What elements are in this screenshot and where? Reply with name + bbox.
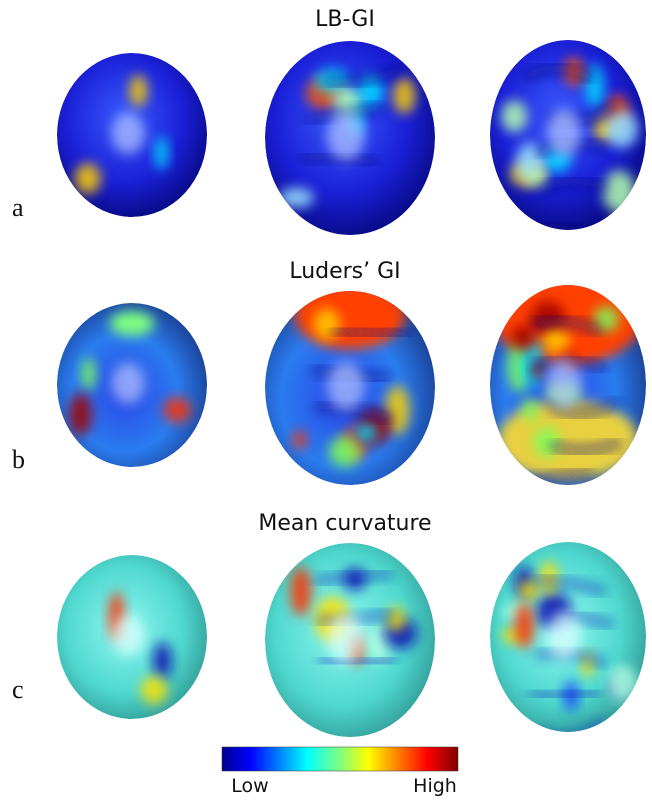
surface <box>490 542 646 770</box>
surface-patch <box>603 170 636 213</box>
surface-fold <box>544 525 614 539</box>
row-title: Luders’ GI <box>289 259 400 284</box>
surface-patch <box>501 100 527 132</box>
surface-highlight <box>327 614 364 663</box>
surface-fold <box>529 692 599 696</box>
surface <box>265 41 435 235</box>
surface <box>265 543 435 737</box>
surface-patch <box>355 423 378 442</box>
surface-patch <box>279 187 314 207</box>
colorbar <box>222 747 458 771</box>
surface-patch <box>290 567 311 616</box>
surface-patch <box>155 136 169 170</box>
surface-fold <box>319 659 396 662</box>
surface-patch <box>129 75 147 107</box>
row-label: c <box>12 675 24 704</box>
surface-fold <box>525 253 595 268</box>
surface-fold <box>528 227 598 238</box>
surface-highlight <box>112 363 145 404</box>
surface-patch <box>69 393 92 436</box>
row-label: a <box>12 193 24 222</box>
surface-patch <box>393 78 415 114</box>
surface <box>57 303 207 467</box>
surface <box>57 53 207 217</box>
surface-patch <box>164 397 191 423</box>
surface-fold <box>537 762 607 770</box>
row-label: b <box>12 445 25 474</box>
surface-patch <box>293 431 307 449</box>
surface-patch <box>110 311 155 336</box>
surface-patch <box>534 427 560 457</box>
surface <box>265 281 435 485</box>
row-title: LB-GI <box>315 7 375 32</box>
surface-patch <box>153 642 172 679</box>
surfaces <box>57 40 646 770</box>
row-title: Mean curvature <box>258 511 431 536</box>
surface-patch <box>141 676 168 704</box>
surface-patch <box>511 325 535 350</box>
surface <box>490 40 646 268</box>
surface-fold <box>332 330 409 335</box>
surface-patch <box>542 329 570 353</box>
surface-patch <box>522 398 538 421</box>
surface-highlight <box>327 112 364 161</box>
surface-patch <box>605 111 638 148</box>
surface-highlight <box>327 362 364 411</box>
surface-patch <box>515 603 534 648</box>
surface-highlight <box>112 615 145 656</box>
figure: LB-GI Luders’ GI Mean curvature a b c Lo… <box>0 0 652 802</box>
surface-patch <box>328 436 361 467</box>
surface-highlight <box>112 113 145 154</box>
colorbar-low-label: Low <box>231 775 268 797</box>
surface-highlight <box>547 611 581 659</box>
surface <box>57 555 207 719</box>
colorbar-high-label: High <box>413 775 457 797</box>
surface-patch <box>585 64 603 108</box>
surface-patch <box>607 665 637 702</box>
surface-patch <box>295 281 406 349</box>
surface-patch <box>313 308 339 340</box>
surface-highlight <box>547 358 581 408</box>
surface <box>490 255 646 539</box>
surface-patch <box>75 163 101 194</box>
surface-patch <box>81 357 96 390</box>
surface-highlight <box>547 109 581 157</box>
